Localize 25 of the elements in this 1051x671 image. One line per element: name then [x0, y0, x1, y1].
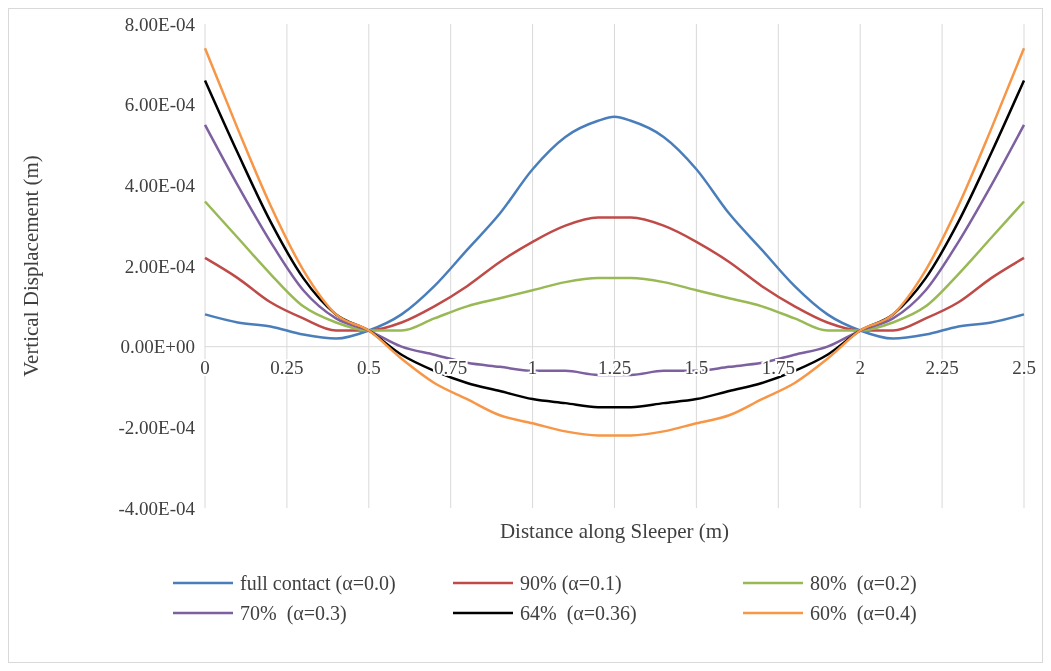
x-axis-title: Distance along Sleeper (m) [499, 519, 730, 543]
line-series [203, 115, 1026, 340]
y-tick-label: -4.00E-04 [118, 497, 196, 519]
legend-label: 64% (α=0.36) [520, 602, 637, 625]
x-tick-label: 2 [855, 356, 865, 378]
x-tick-label: 2.5 [1012, 356, 1036, 378]
legend-label: 80% (α=0.2) [810, 572, 917, 595]
y-tick-label: 2.00E-04 [124, 255, 196, 277]
x-tick-label: 1.75 [761, 356, 795, 378]
y-tick-label: 8.00E-04 [124, 13, 196, 35]
legend-label: 90% (α=0.1) [520, 572, 622, 595]
y-tick-label: 0.00E+00 [120, 336, 195, 358]
x-tick-label: 0.25 [270, 356, 304, 378]
legend-label: full contact (α=0.0) [240, 572, 396, 595]
x-tick-label: 0.75 [434, 356, 468, 378]
x-tick-label: 2.25 [925, 356, 959, 378]
x-tick-label: 0 [200, 356, 210, 378]
x-tick-label: 0.5 [356, 356, 381, 378]
y-tick-label: -2.00E-04 [118, 416, 196, 438]
legend-label: 70% (α=0.3) [240, 602, 347, 625]
y-tick-label: 6.00E-04 [124, 94, 196, 116]
y-tick-label: 4.00E-04 [124, 174, 196, 196]
y-axis-title: Vertical Displacement (m) [19, 155, 43, 377]
x-tick-label: 1.25 [597, 356, 632, 378]
legend-label: 60% (α=0.4) [810, 602, 917, 625]
